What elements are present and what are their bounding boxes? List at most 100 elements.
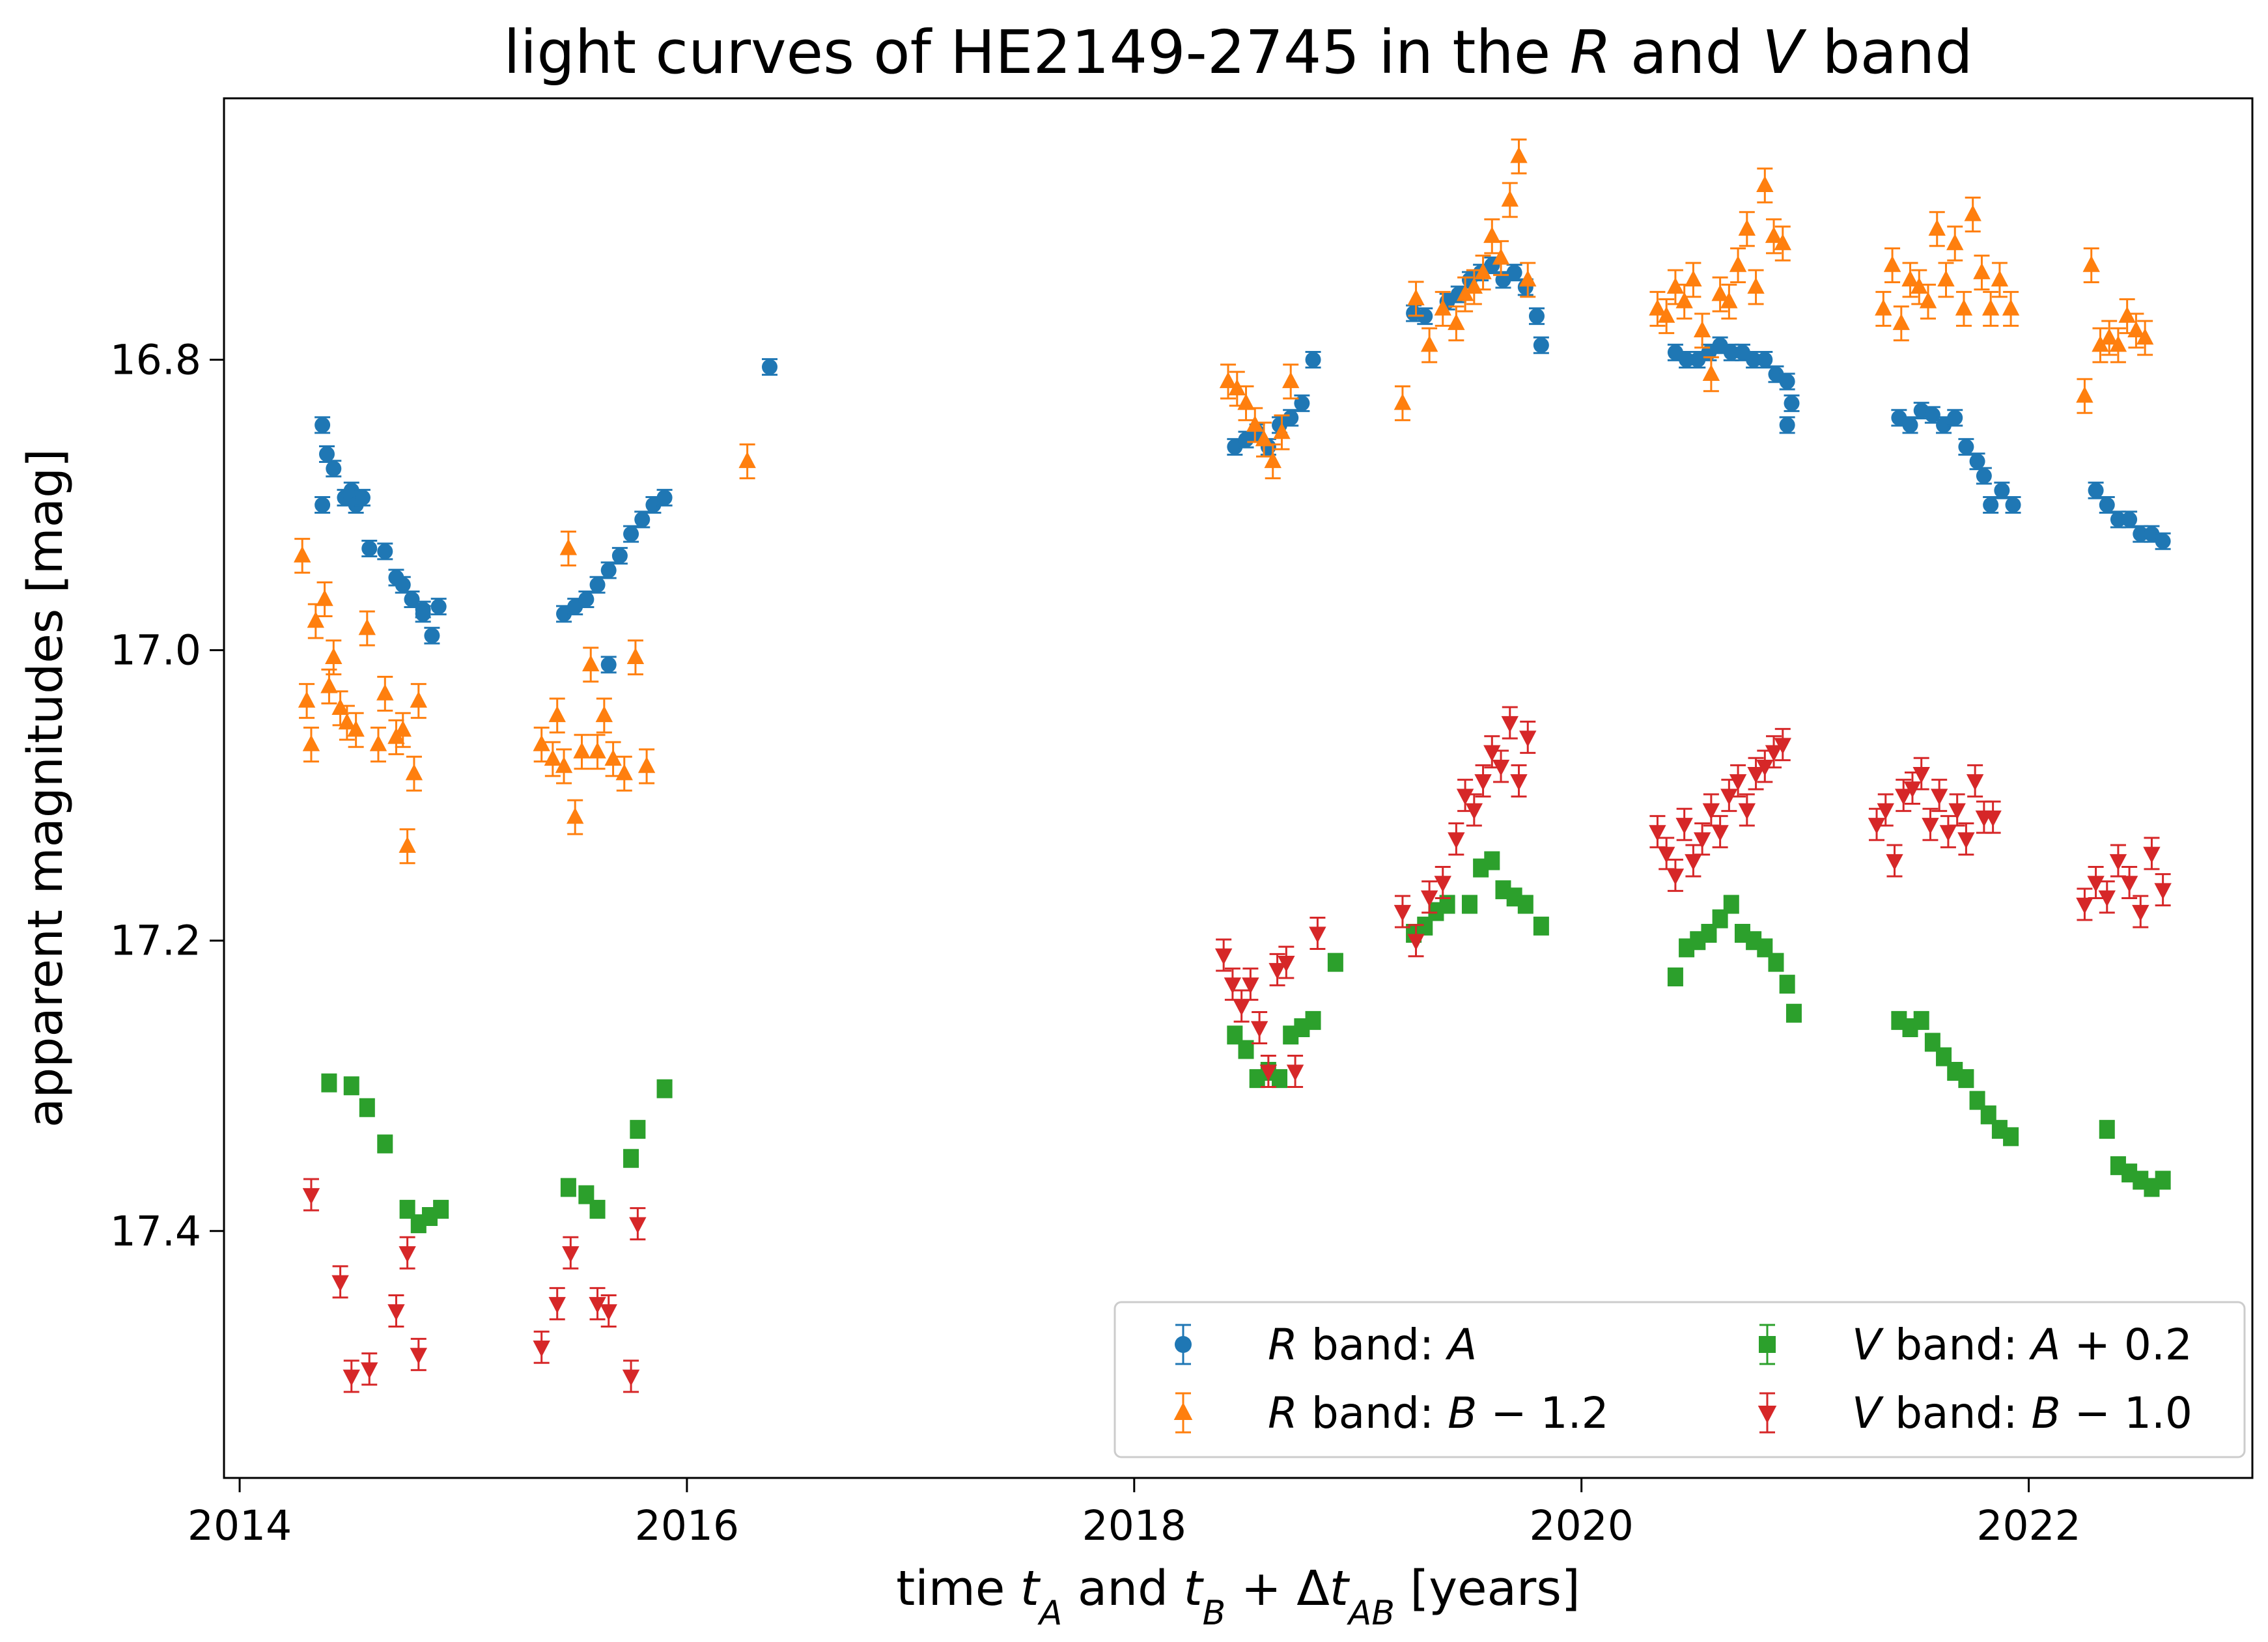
data-point	[1510, 774, 1528, 791]
data-point	[1233, 999, 1250, 1016]
data-point	[1474, 774, 1492, 791]
data-point	[1484, 853, 1500, 869]
data-point	[1892, 313, 1910, 330]
data-point	[1693, 320, 1711, 338]
data-point	[1928, 219, 1946, 236]
data-point	[1747, 766, 1765, 784]
data-point	[623, 526, 639, 542]
data-point	[1738, 803, 1756, 820]
data-point	[1711, 825, 1729, 842]
data-point	[1937, 270, 1955, 287]
data-point	[1224, 977, 1242, 994]
data-point	[1712, 337, 1728, 354]
data-point	[1434, 299, 1451, 316]
data-point	[1483, 745, 1501, 762]
x-axis-label-text: time tA and tB + ΔtAB [years]	[896, 1561, 1580, 1633]
data-point	[1924, 407, 1940, 423]
data-point	[1533, 337, 1549, 354]
data-point	[1729, 255, 1747, 272]
legend-item: R band: B − 1.2	[1173, 1388, 1609, 1438]
data-point	[1501, 716, 1519, 733]
legend-marker	[1175, 1336, 1192, 1353]
y-axis-label: apparent magnitudes [mag]	[18, 449, 74, 1128]
y-tick-label: 16.8	[110, 336, 201, 383]
data-point	[1667, 969, 1683, 985]
data-point	[2100, 328, 2118, 345]
data-point	[1912, 766, 1930, 784]
legend-box	[1113, 1301, 2246, 1458]
data-point	[637, 757, 656, 773]
data-point	[1649, 299, 1666, 316]
data-point	[354, 490, 371, 506]
legend-item: R band: A	[1175, 1320, 1477, 1370]
data-point	[589, 577, 606, 593]
data-point	[2076, 897, 2093, 914]
data-point	[623, 1150, 639, 1167]
data-point	[656, 1081, 673, 1097]
data-point	[331, 1275, 349, 1292]
data-point	[1501, 190, 1519, 207]
data-point	[1219, 371, 1237, 389]
data-point	[1757, 352, 1773, 368]
data-point	[645, 497, 662, 513]
data-point	[1666, 869, 1685, 885]
series-1	[315, 257, 2171, 674]
data-point	[1259, 1065, 1278, 1081]
legend-label: V band: A + 0.2	[1852, 1320, 2192, 1370]
data-point	[556, 605, 572, 622]
data-point	[1738, 219, 1756, 236]
data-point	[1947, 410, 1963, 426]
data-point	[326, 460, 342, 477]
data-point	[376, 684, 394, 701]
legend-marker	[1757, 1405, 1777, 1424]
data-point	[1779, 417, 1795, 433]
y-tick-label: 17.4	[110, 1208, 201, 1255]
data-point	[1746, 352, 1762, 368]
data-point	[1903, 781, 1922, 798]
data-point	[1930, 788, 1948, 805]
data-point	[1264, 451, 1281, 468]
series-3	[321, 851, 2171, 1234]
data-point	[1868, 818, 1886, 835]
data-point	[1895, 788, 1912, 805]
data-point	[316, 589, 333, 606]
data-point	[559, 538, 578, 555]
data-point	[562, 1246, 580, 1263]
data-point	[615, 764, 633, 781]
data-point	[404, 591, 420, 607]
series-4	[302, 706, 2172, 1393]
data-point	[2133, 526, 2149, 542]
data-point	[1420, 335, 1438, 352]
data-point	[2002, 299, 2020, 316]
legend: R band: A R band: B − 1.2 V band: A + 0.2 V…	[1113, 1301, 2246, 1458]
data-point	[1517, 896, 1533, 912]
data-point	[2003, 1128, 2019, 1145]
y-axis-label-text: apparent magnitudes [mag]	[18, 449, 74, 1128]
data-point	[1984, 810, 2002, 828]
data-point	[1922, 818, 1939, 835]
data-point	[1958, 439, 1974, 455]
data-point	[1407, 934, 1425, 951]
data-point	[1283, 410, 1299, 426]
data-point	[1902, 417, 1918, 433]
data-point	[1720, 788, 1738, 805]
data-point	[2087, 876, 2105, 893]
data-point	[2155, 1172, 2171, 1188]
data-point	[415, 605, 431, 622]
data-point	[1913, 1012, 1929, 1029]
data-point	[361, 540, 378, 557]
data-point	[1675, 818, 1693, 835]
data-point	[544, 749, 562, 766]
data-point	[1242, 977, 1259, 994]
data-point	[1774, 738, 1791, 755]
data-point	[433, 1201, 449, 1218]
data-point	[430, 598, 447, 615]
data-point	[1483, 226, 1501, 244]
data-point	[2154, 883, 2172, 900]
data-point	[1448, 313, 1465, 330]
data-point	[611, 548, 628, 564]
data-point	[626, 647, 645, 664]
data-point	[1465, 803, 1483, 820]
data-point	[1991, 270, 2009, 287]
data-point	[1510, 146, 1528, 163]
